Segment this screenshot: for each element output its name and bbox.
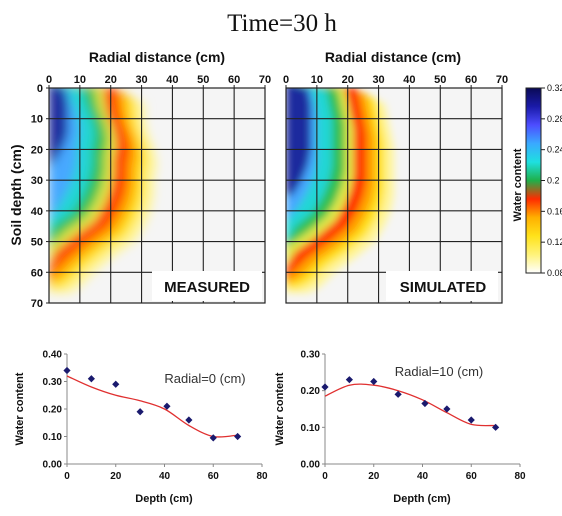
data-point: [163, 402, 171, 410]
x-tick-label: 40: [417, 471, 429, 482]
colorbar-tick-label: 0.2: [547, 176, 560, 186]
y-tick-label: 0.30: [301, 350, 321, 361]
heatmap-xtick-label: 0: [283, 74, 289, 86]
heatmap-xtick-label: 10: [74, 74, 86, 86]
scatter-radial-10: 0.00 0.10 0.20 0.30 0 20 40 60 80 Radial=10 (cm)…: [274, 350, 526, 506]
heatmap-ytick-label: 20: [31, 144, 43, 156]
scatter-annotation: Radial=10 (cm): [395, 364, 484, 379]
heatmap-xlabel: Radial distance (cm): [89, 49, 225, 65]
data-point: [209, 434, 217, 442]
heatmap-band-core: [286, 88, 311, 196]
heatmap-xtick-label: 30: [372, 74, 384, 86]
colorbar-label: Water content: [512, 148, 524, 221]
data-point: [112, 380, 120, 388]
x-tick-label: 60: [208, 471, 220, 482]
colorbar: 0.32 0.28 0.24 0.2 0.16 0.12 0.08 Water conten…: [512, 83, 562, 278]
heatmap-xtick-label: 20: [342, 74, 354, 86]
heatmap-ylabel: Soil depth (cm): [8, 144, 24, 245]
heatmap-frame: [48, 87, 266, 304]
heatmap-xtick-label: 60: [228, 74, 240, 86]
y-tick-label: 0.00: [43, 460, 63, 471]
fit-curve: [66, 375, 238, 438]
heatmap-ytick-label: 40: [31, 206, 43, 218]
y-tick-label: 0.30: [43, 377, 63, 388]
data-point: [370, 377, 378, 386]
y-tick-label: 0.40: [43, 350, 63, 361]
heatmap-simulated: Radial distance (cm) 0 10 20 30 40 50 60 70 SIM…: [283, 49, 508, 304]
scatter-radial-0: 0.00 0.10 0.20 0.30 0.40 0 20 40 60 80 Radial=0 (…: [14, 350, 268, 506]
x-tick-label: 20: [368, 471, 380, 482]
data-point: [394, 390, 402, 398]
colorbar-tick-label: 0.08: [547, 268, 562, 278]
x-tick-label: 60: [466, 471, 478, 482]
scatter-ylabel: Water content: [14, 372, 26, 445]
heatmap-xtick-label: 70: [259, 74, 271, 86]
scatter-xlabel: Depth (cm): [135, 493, 193, 505]
y-tick-label: 0.20: [301, 386, 321, 397]
heatmap-xlabel: Radial distance (cm): [325, 49, 461, 65]
heatmap-label-box: [152, 271, 262, 301]
colorbar-tick-label: 0.28: [547, 114, 562, 124]
data-point: [492, 423, 500, 431]
scatter-ylabel: Water content: [274, 372, 286, 445]
heatmap-xtick-label: 50: [197, 74, 209, 86]
scatter-xlabel: Depth (cm): [393, 493, 451, 505]
heatmap-ytick-label: 30: [31, 175, 43, 187]
heatmap-measured: Radial distance (cm) 0 10 20 30 40 50 60 70 0 10…: [8, 49, 271, 310]
colorbar-tick-label: 0.16: [547, 206, 562, 216]
x-tick-label: 0: [64, 471, 70, 482]
heatmap-xtick-label: 30: [135, 74, 147, 86]
heatmap-xtick-label: 70: [496, 74, 508, 86]
x-tick-label: 80: [256, 471, 268, 482]
heatmap-ytick-label: 10: [31, 114, 43, 126]
data-point: [87, 375, 95, 383]
heatmap-ytick-label: 70: [31, 298, 43, 310]
heatmap-field: [49, 88, 265, 303]
heatmap-xtick-label: 10: [311, 74, 323, 86]
data-point: [345, 376, 353, 384]
data-point: [421, 399, 429, 408]
data-point: [63, 366, 71, 375]
colorbar-tick-label: 0.24: [547, 145, 562, 155]
heatmap-xtick-label: 40: [403, 74, 415, 86]
heatmap-xtick-label: 50: [434, 74, 446, 86]
fit-curve: [324, 383, 496, 427]
y-tick-label: 0.10: [301, 423, 321, 434]
heatmap-xtick-label: 40: [166, 74, 178, 86]
scatter-annotation: Radial=0 (cm): [164, 371, 245, 386]
data-point: [321, 383, 329, 391]
y-tick-label: 0.20: [43, 405, 63, 416]
heatmap-label-box: [386, 271, 498, 301]
heatmap-xtick-label: 20: [105, 74, 117, 86]
data-point: [234, 432, 242, 441]
x-tick-label: 80: [514, 471, 526, 482]
x-tick-label: 0: [322, 471, 328, 482]
heatmap-xtick-label: 60: [465, 74, 477, 86]
heatmap-field: [286, 88, 502, 303]
data-point: [467, 416, 475, 424]
heatmap-label-measured: MEASURED: [164, 279, 250, 296]
heatmap-xtick-label: 0: [46, 74, 52, 86]
y-tick-label: 0.00: [301, 460, 321, 471]
x-tick-label: 40: [159, 471, 171, 482]
data-point: [185, 416, 193, 424]
data-point: [136, 408, 144, 416]
data-point: [443, 405, 451, 413]
heatmap-label-simulated: SIMULATED: [400, 279, 487, 296]
heatmap-frame: [285, 87, 503, 304]
heatmap-ytick-label: 50: [31, 237, 43, 249]
heatmap-band-core: [49, 88, 68, 165]
x-tick-label: 20: [110, 471, 122, 482]
heatmap-ytick-label: 60: [31, 267, 43, 279]
colorbar-gradient: [525, 87, 542, 274]
figure-title: Time=30 h: [227, 10, 337, 37]
colorbar-tick-label: 0.32: [547, 83, 562, 93]
y-tick-label: 0.10: [43, 432, 63, 443]
heatmap-ytick-label: 0: [37, 83, 43, 95]
colorbar-tick-label: 0.12: [547, 237, 562, 247]
